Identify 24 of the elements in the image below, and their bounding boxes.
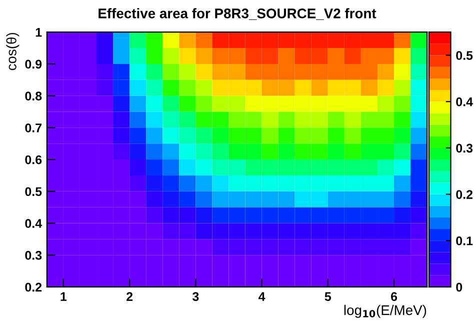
y-tick-label: 0.2 [25,282,42,292]
x-tick-label: 6 [391,292,398,302]
y-tick-label: 0.7 [25,123,42,132]
x-tick-label: 3 [192,292,199,302]
y-tick-label: 0.6 [25,155,42,164]
y-tick-label: 0.4 [25,219,42,228]
y-tick-label: 0.3 [25,250,42,260]
color-bar-label: 0 [456,282,462,292]
color-bar-label: 0.3 [456,144,473,153]
chart-title: Effective area for P8R3_SOURCE_V2 front [98,8,376,20]
x-tick-label: 1 [60,292,67,301]
y-tick-label: 0.8 [25,92,42,100]
x-axis-title: log$_{10}$(E/MeV) [344,304,426,318]
y-axis-title: cos(θ) [6,32,20,70]
color-bar-label: 0.1 [456,236,473,246]
x-tick-label: 4 [258,292,266,301]
color-bar-label: 0.4 [456,97,473,106]
y-tick-label: 0.5 [25,187,42,196]
y-tick-label: 1 [36,28,42,37]
x-tick-label: 2 [126,292,133,301]
x-tick-label: 5 [324,292,332,302]
color-bar-label: 0.2 [456,190,473,199]
y-tick-label: 0.9 [25,60,42,69]
color-bar-label: 0.5 [456,51,473,60]
